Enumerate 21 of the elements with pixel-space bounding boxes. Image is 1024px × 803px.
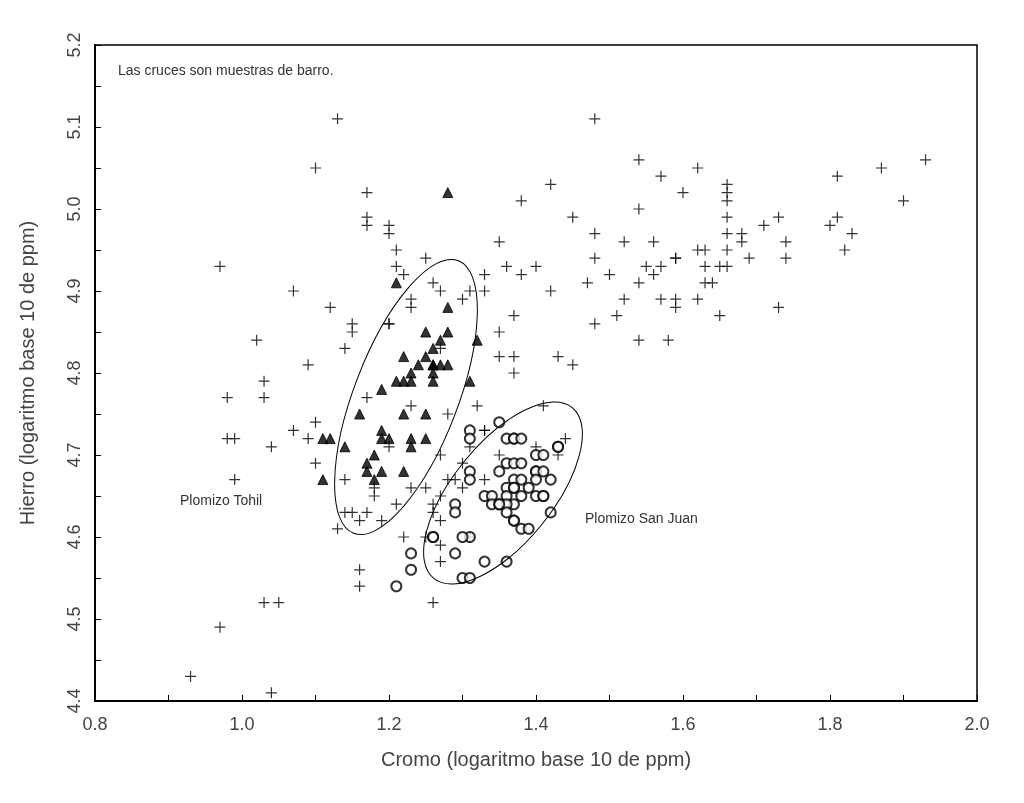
x-tick-label: 1.2: [376, 714, 402, 734]
y-tick-label: 4.4: [64, 688, 84, 714]
x-tick-label: 1.8: [817, 714, 843, 734]
y-tick-label: 5.1: [64, 114, 84, 140]
annotation: Plomizo Tohil: [180, 492, 263, 508]
y-tick-label: 4.8: [64, 360, 84, 386]
y-tick-label: 4.5: [64, 606, 84, 632]
y-axis-title: Hierro (logaritmo base 10 de ppm): [16, 220, 38, 526]
x-tick-label: 1.4: [523, 714, 549, 734]
y-tick-label: 4.7: [64, 442, 84, 468]
x-tick-label: 2.0: [964, 714, 990, 734]
y-tick-label: 4.9: [64, 278, 84, 304]
y-tick-label: 4.6: [64, 524, 84, 550]
y-tick-label: 5.2: [64, 32, 84, 58]
y-tick-label: 5.0: [64, 196, 84, 222]
annotation: Plomizo San Juan: [585, 510, 698, 526]
x-tick-label: 0.8: [82, 714, 108, 734]
x-tick-label: 1.6: [670, 714, 696, 734]
x-tick-label: 1.0: [229, 714, 255, 734]
annotation: Las cruces son muestras de barro.: [118, 62, 334, 78]
x-axis-title: Cromo (logaritmo base 10 de ppm): [380, 748, 692, 770]
